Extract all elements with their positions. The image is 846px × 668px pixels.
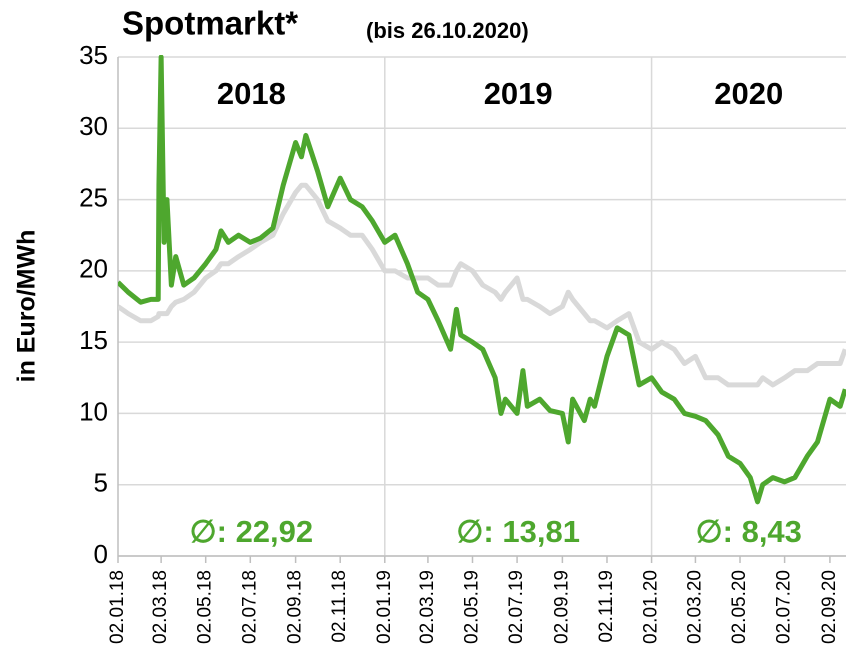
x-tick-label: 02.07.19 xyxy=(506,570,527,644)
x-tick-label: 02.01.20 xyxy=(641,570,662,644)
x-tick-label: 02.01.19 xyxy=(374,570,395,644)
x-tick-label: 02.07.20 xyxy=(774,570,795,644)
year-label: 2020 xyxy=(714,76,783,111)
chart-title: Spotmarkt* xyxy=(122,5,298,42)
y-tick-label: 25 xyxy=(79,182,108,212)
chart-subtitle: (bis 26.10.2020) xyxy=(366,18,529,43)
average-label: ∅: 8,43 xyxy=(696,514,802,549)
x-tick-label: 02.03.19 xyxy=(417,570,438,644)
year-label: 2019 xyxy=(484,76,553,111)
x-tick-label: 02.03.20 xyxy=(684,570,705,644)
series-line xyxy=(118,55,846,505)
x-tick-label: 02.09.18 xyxy=(285,570,306,644)
y-tick-label: 15 xyxy=(79,325,108,355)
x-tick-label: 02.03.18 xyxy=(150,570,171,644)
y-tick-label: 5 xyxy=(94,468,108,498)
series-line xyxy=(118,182,846,388)
y-axis-label: in Euro/MWh xyxy=(13,230,41,383)
x-tick-label: 02.07.18 xyxy=(239,570,260,644)
average-label: ∅: 13,81 xyxy=(456,514,580,549)
y-tick-label: 0 xyxy=(94,539,108,569)
y-tick-label: 30 xyxy=(79,111,108,141)
average-label: ∅: 22,92 xyxy=(190,514,314,549)
x-tick-label: 02.09.20 xyxy=(819,570,840,644)
x-tick-label: 02.05.20 xyxy=(729,570,750,644)
x-tick-label: 02.05.19 xyxy=(462,570,483,644)
x-tick-label: 02.09.19 xyxy=(551,570,572,644)
x-tick-label: 02.05.18 xyxy=(195,570,216,644)
y-tick-label: 10 xyxy=(79,396,108,426)
x-tick-label: 02.11.19 xyxy=(596,570,617,643)
y-tick-label: 35 xyxy=(79,40,108,70)
x-tick-label: 02.11.18 xyxy=(329,570,350,643)
x-tick-label: 02.01.18 xyxy=(107,570,128,644)
y-tick-label: 20 xyxy=(79,254,108,284)
year-label: 2018 xyxy=(217,76,286,111)
